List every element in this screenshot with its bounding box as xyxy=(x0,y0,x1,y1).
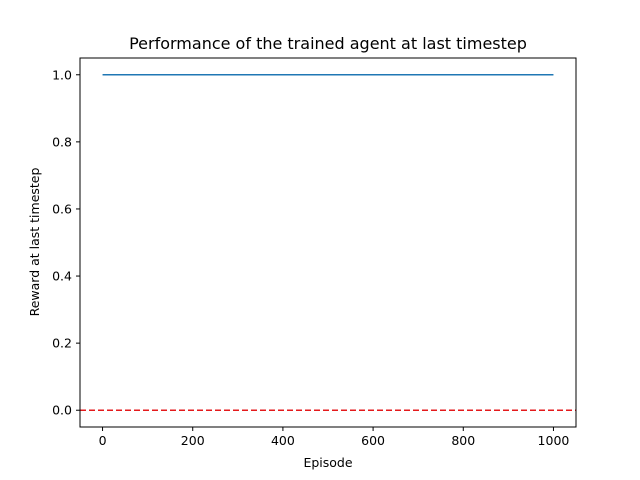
plot-area xyxy=(80,74,576,411)
x-axis-label: Episode xyxy=(303,455,352,470)
x-tick-label: 600 xyxy=(361,433,385,448)
y-tick-label: 0.0 xyxy=(52,403,72,418)
x-axis: 0 200 400 600 800 1000 xyxy=(99,427,570,448)
chart-title: Performance of the trained agent at last… xyxy=(129,34,527,53)
x-tick-label: 0 xyxy=(99,433,107,448)
y-axis-label: Reward at last timestep xyxy=(27,168,42,317)
y-tick-label: 0.4 xyxy=(52,269,72,284)
x-tick-label: 1000 xyxy=(538,433,570,448)
y-tick-label: 0.8 xyxy=(52,134,72,149)
x-tick-label: 800 xyxy=(451,433,475,448)
y-axis: 0.0 0.2 0.4 0.6 0.8 1.0 xyxy=(52,67,80,418)
y-tick-label: 0.2 xyxy=(52,336,72,351)
plot-frame xyxy=(79,57,577,428)
x-tick-label: 400 xyxy=(271,433,295,448)
x-tick-label: 200 xyxy=(181,433,205,448)
y-tick-label: 1.0 xyxy=(52,67,72,82)
y-tick-label: 0.6 xyxy=(52,201,72,216)
